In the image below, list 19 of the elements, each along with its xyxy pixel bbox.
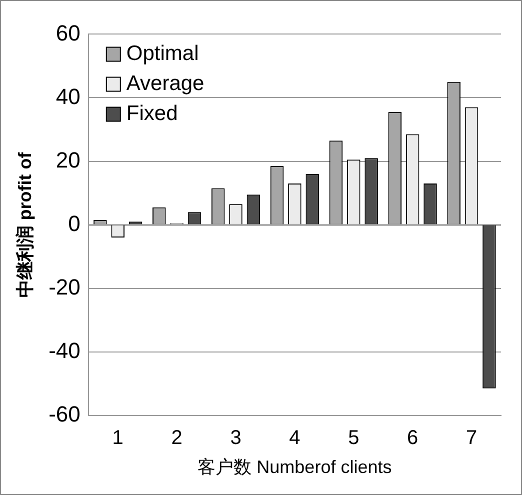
x-tick-label: 3 <box>230 426 242 449</box>
legend-label: Fixed <box>126 102 178 125</box>
x-tick-label: 7 <box>466 426 478 449</box>
legend-label: Average <box>126 72 204 95</box>
x-tick-label: 5 <box>348 426 360 449</box>
y-tick-label: 0 <box>68 210 80 236</box>
y-tick-label: -40 <box>48 338 80 363</box>
legend-label: Optimal <box>126 42 199 65</box>
y-tick-label: 40 <box>56 84 80 109</box>
x-tick-label: 4 <box>289 426 300 449</box>
y-tick-label: 20 <box>56 147 80 172</box>
y-axis-title: 中继利润 profit of <box>14 151 35 298</box>
y-tick-label: -20 <box>48 274 80 300</box>
y-tick-label: -60 <box>48 401 80 426</box>
y-tick-label: 60 <box>56 20 80 46</box>
x-tick-label: 6 <box>407 426 418 449</box>
x-tick-label: 1 <box>112 426 124 449</box>
x-axis-title: 客户数 Numberof clients <box>198 457 392 478</box>
x-tick-label: 2 <box>171 426 182 449</box>
